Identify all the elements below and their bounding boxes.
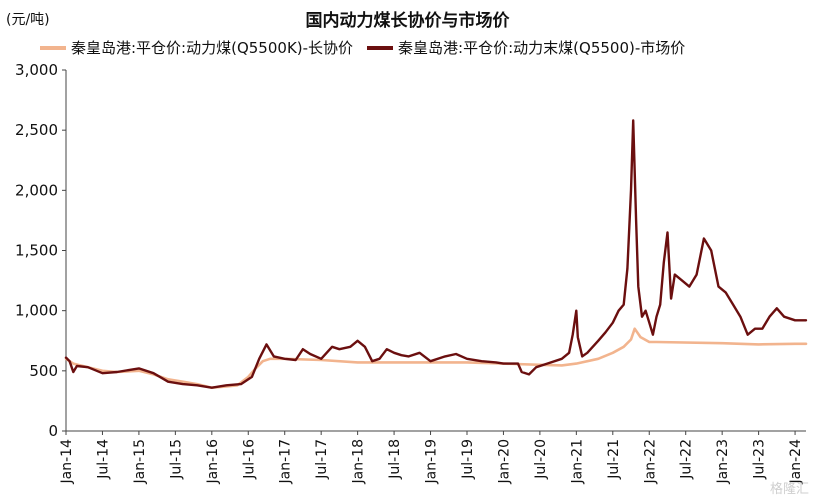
watermark-text: 格隆汇 [769, 482, 809, 497]
x-tick-label: Jan-15 [132, 439, 148, 484]
y-tick-label: 500 [29, 362, 58, 380]
x-tick-label: Jan-24 [788, 439, 804, 485]
legend: 秦皇岛港:平仓价:动力煤(Q5500K)-长协价 秦皇岛港:平仓价:动力末煤(Q… [40, 37, 805, 58]
y-tick-label: 2,000 [15, 181, 58, 199]
y-tick-label: 2,500 [15, 121, 58, 139]
x-tick-label: Jan-18 [351, 439, 367, 484]
y-tick-label: 0 [48, 422, 58, 440]
x-tick-label: Jul-20 [533, 439, 549, 480]
x-tick-label: Jan-17 [278, 439, 294, 484]
legend-swatch-contract [40, 45, 66, 50]
legend-label-market: 秦皇岛港:平仓价:动力末煤(Q5500)-市场价 [398, 39, 686, 57]
x-tick-label: Jul-22 [679, 439, 695, 480]
x-tick-label: Jan-22 [642, 439, 658, 484]
x-tick-label: Jul-18 [387, 439, 403, 480]
x-tick-label: Jul-23 [752, 439, 768, 480]
x-tick-label: Jan-20 [496, 439, 512, 484]
legend-swatch-market [367, 45, 394, 50]
chart-title: 国内动力煤长协价与市场价 [305, 11, 510, 31]
y-tick-label: 3,000 [15, 61, 58, 79]
legend-item-contract: 秦皇岛港:平仓价:动力煤(Q5500K)-长协价 [40, 37, 353, 58]
x-tick-label: Jul-21 [606, 439, 622, 480]
x-tick-label: Jan-21 [569, 439, 585, 484]
x-tick-label: Jul-15 [168, 439, 184, 480]
x-tick-label: Jul-17 [314, 439, 330, 480]
legend-label-contract: 秦皇岛港:平仓价:动力煤(Q5500K)-长协价 [71, 39, 354, 57]
x-tick-label: Jul-14 [95, 439, 111, 480]
y-tick-label: 1,500 [15, 242, 58, 260]
x-tick-label: Jan-23 [715, 439, 731, 484]
x-tick-label: Jan-16 [205, 439, 221, 485]
y-unit-label: (元/吨) [6, 12, 50, 28]
series-line-market-price [64, 119, 808, 389]
x-tick-label: Jul-19 [460, 439, 476, 480]
x-tick-label: Jan-14 [59, 439, 75, 485]
y-tick-label: 1,000 [15, 302, 58, 320]
legend-item-market: 秦皇岛港:平仓价:动力末煤(Q5500)-市场价 [367, 37, 685, 58]
x-tick-label: Jan-19 [424, 439, 440, 484]
x-tick-label: Jul-16 [241, 439, 257, 480]
